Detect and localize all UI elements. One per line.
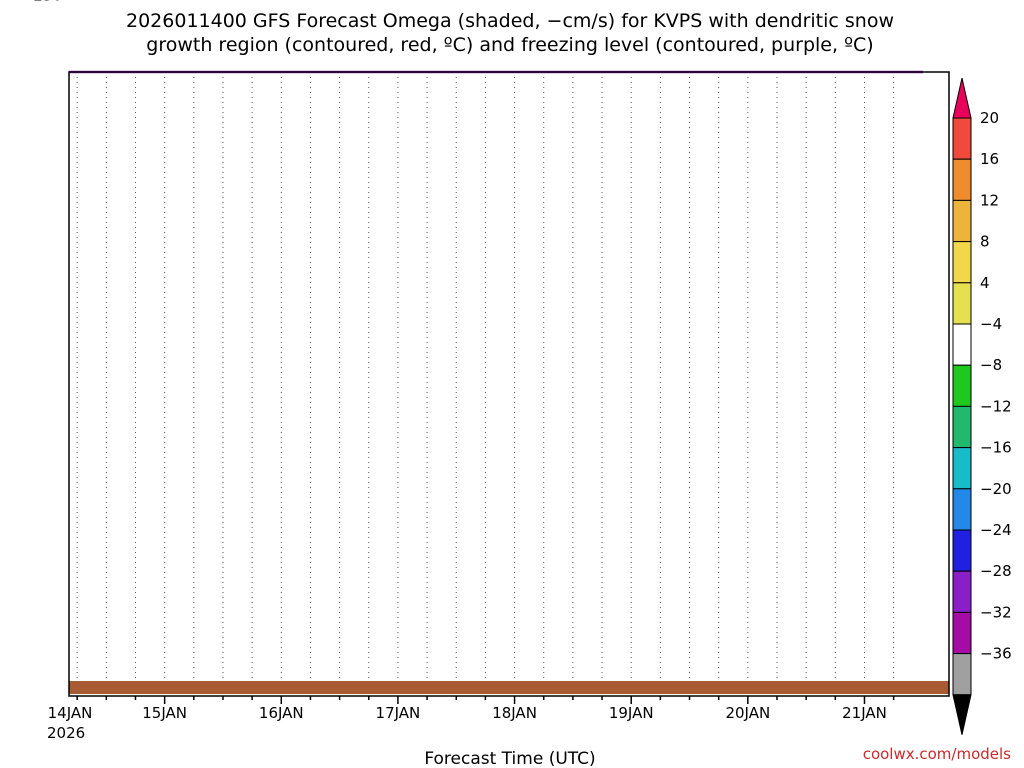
colorbar-band [952, 117, 972, 160]
colorbar-band [952, 529, 972, 572]
colorbar: 20 16 12 8 4 −4 −8 −12 −16 −20 −24 −28 −32 −36 [952, 77, 1012, 735]
colorbar-band [952, 653, 972, 696]
colorbar-level-label: −24 [980, 521, 1012, 539]
colorbar-bottom-arrow [952, 694, 972, 735]
y-tick-label: 250 [33, 0, 62, 4]
credit-text: coolwx.com/models [863, 745, 1011, 763]
colorbar-band [952, 488, 972, 531]
x-tick-label: 20JAN [725, 704, 770, 722]
x-tick-label: 16JAN [259, 704, 304, 722]
x-tick-label: 18JAN [492, 704, 537, 722]
colorbar-level-label: 8 [980, 233, 990, 251]
colorbar-level-label: −4 [980, 315, 1002, 333]
colorbar-level-label: 12 [980, 191, 999, 209]
colorbar-band [952, 364, 972, 407]
colorbar-level-label: −12 [980, 397, 1012, 415]
x-tick-label: 15JAN [142, 704, 187, 722]
colorbar-band [952, 447, 972, 490]
colorbar-band [952, 199, 972, 243]
x-tick-label: 14JAN [48, 704, 93, 722]
x-axis: 14JAN 15JAN 16JAN 17JAN 18JAN 19JAN 20JAN 21JAN [48, 696, 895, 722]
colorbar-level-label: 16 [980, 150, 999, 168]
colorbar-level-label: 20 [980, 109, 999, 127]
colorbar-level-label: 4 [980, 274, 990, 292]
colorbar-band [952, 570, 972, 613]
colorbar-level-label: −16 [980, 439, 1012, 457]
colorbar-level-label: −20 [980, 480, 1012, 498]
plot-background [69, 72, 949, 696]
y-axis: 2503003504004505005506006507007508008509… [33, 0, 62, 4]
colorbar-level-label: −28 [980, 562, 1012, 580]
x-axis-label: Forecast Time (UTC) [424, 749, 595, 768]
colorbar-band [952, 405, 972, 449]
plot-area: −18−12−12−12−12000000 [68, 70, 950, 697]
colorbar-band [952, 241, 972, 284]
colorbar-band [952, 158, 972, 201]
colorbar-level-label: −36 [980, 645, 1012, 663]
plot-frame [68, 71, 950, 697]
colorbar-top-arrow [952, 77, 972, 119]
grid-layer [76, 72, 895, 696]
x-year-label: 2026 [47, 724, 85, 742]
terrain-ground-bar [69, 681, 949, 694]
x-tick-label: 17JAN [376, 704, 421, 722]
colorbar-band [952, 323, 972, 366]
x-tick-label: 19JAN [609, 704, 654, 722]
chart-title-line-2: growth region (contoured, red, ºC) and f… [146, 34, 873, 56]
colorbar-level-label: −8 [980, 356, 1002, 374]
colorbar-band [952, 282, 972, 325]
colorbar-band [952, 611, 972, 655]
x-tick-label: 21JAN [842, 704, 887, 722]
colorbar-level-label: −32 [980, 603, 1012, 621]
chart-title-line-1: 2026011400 GFS Forecast Omega (shaded, −… [126, 10, 894, 32]
